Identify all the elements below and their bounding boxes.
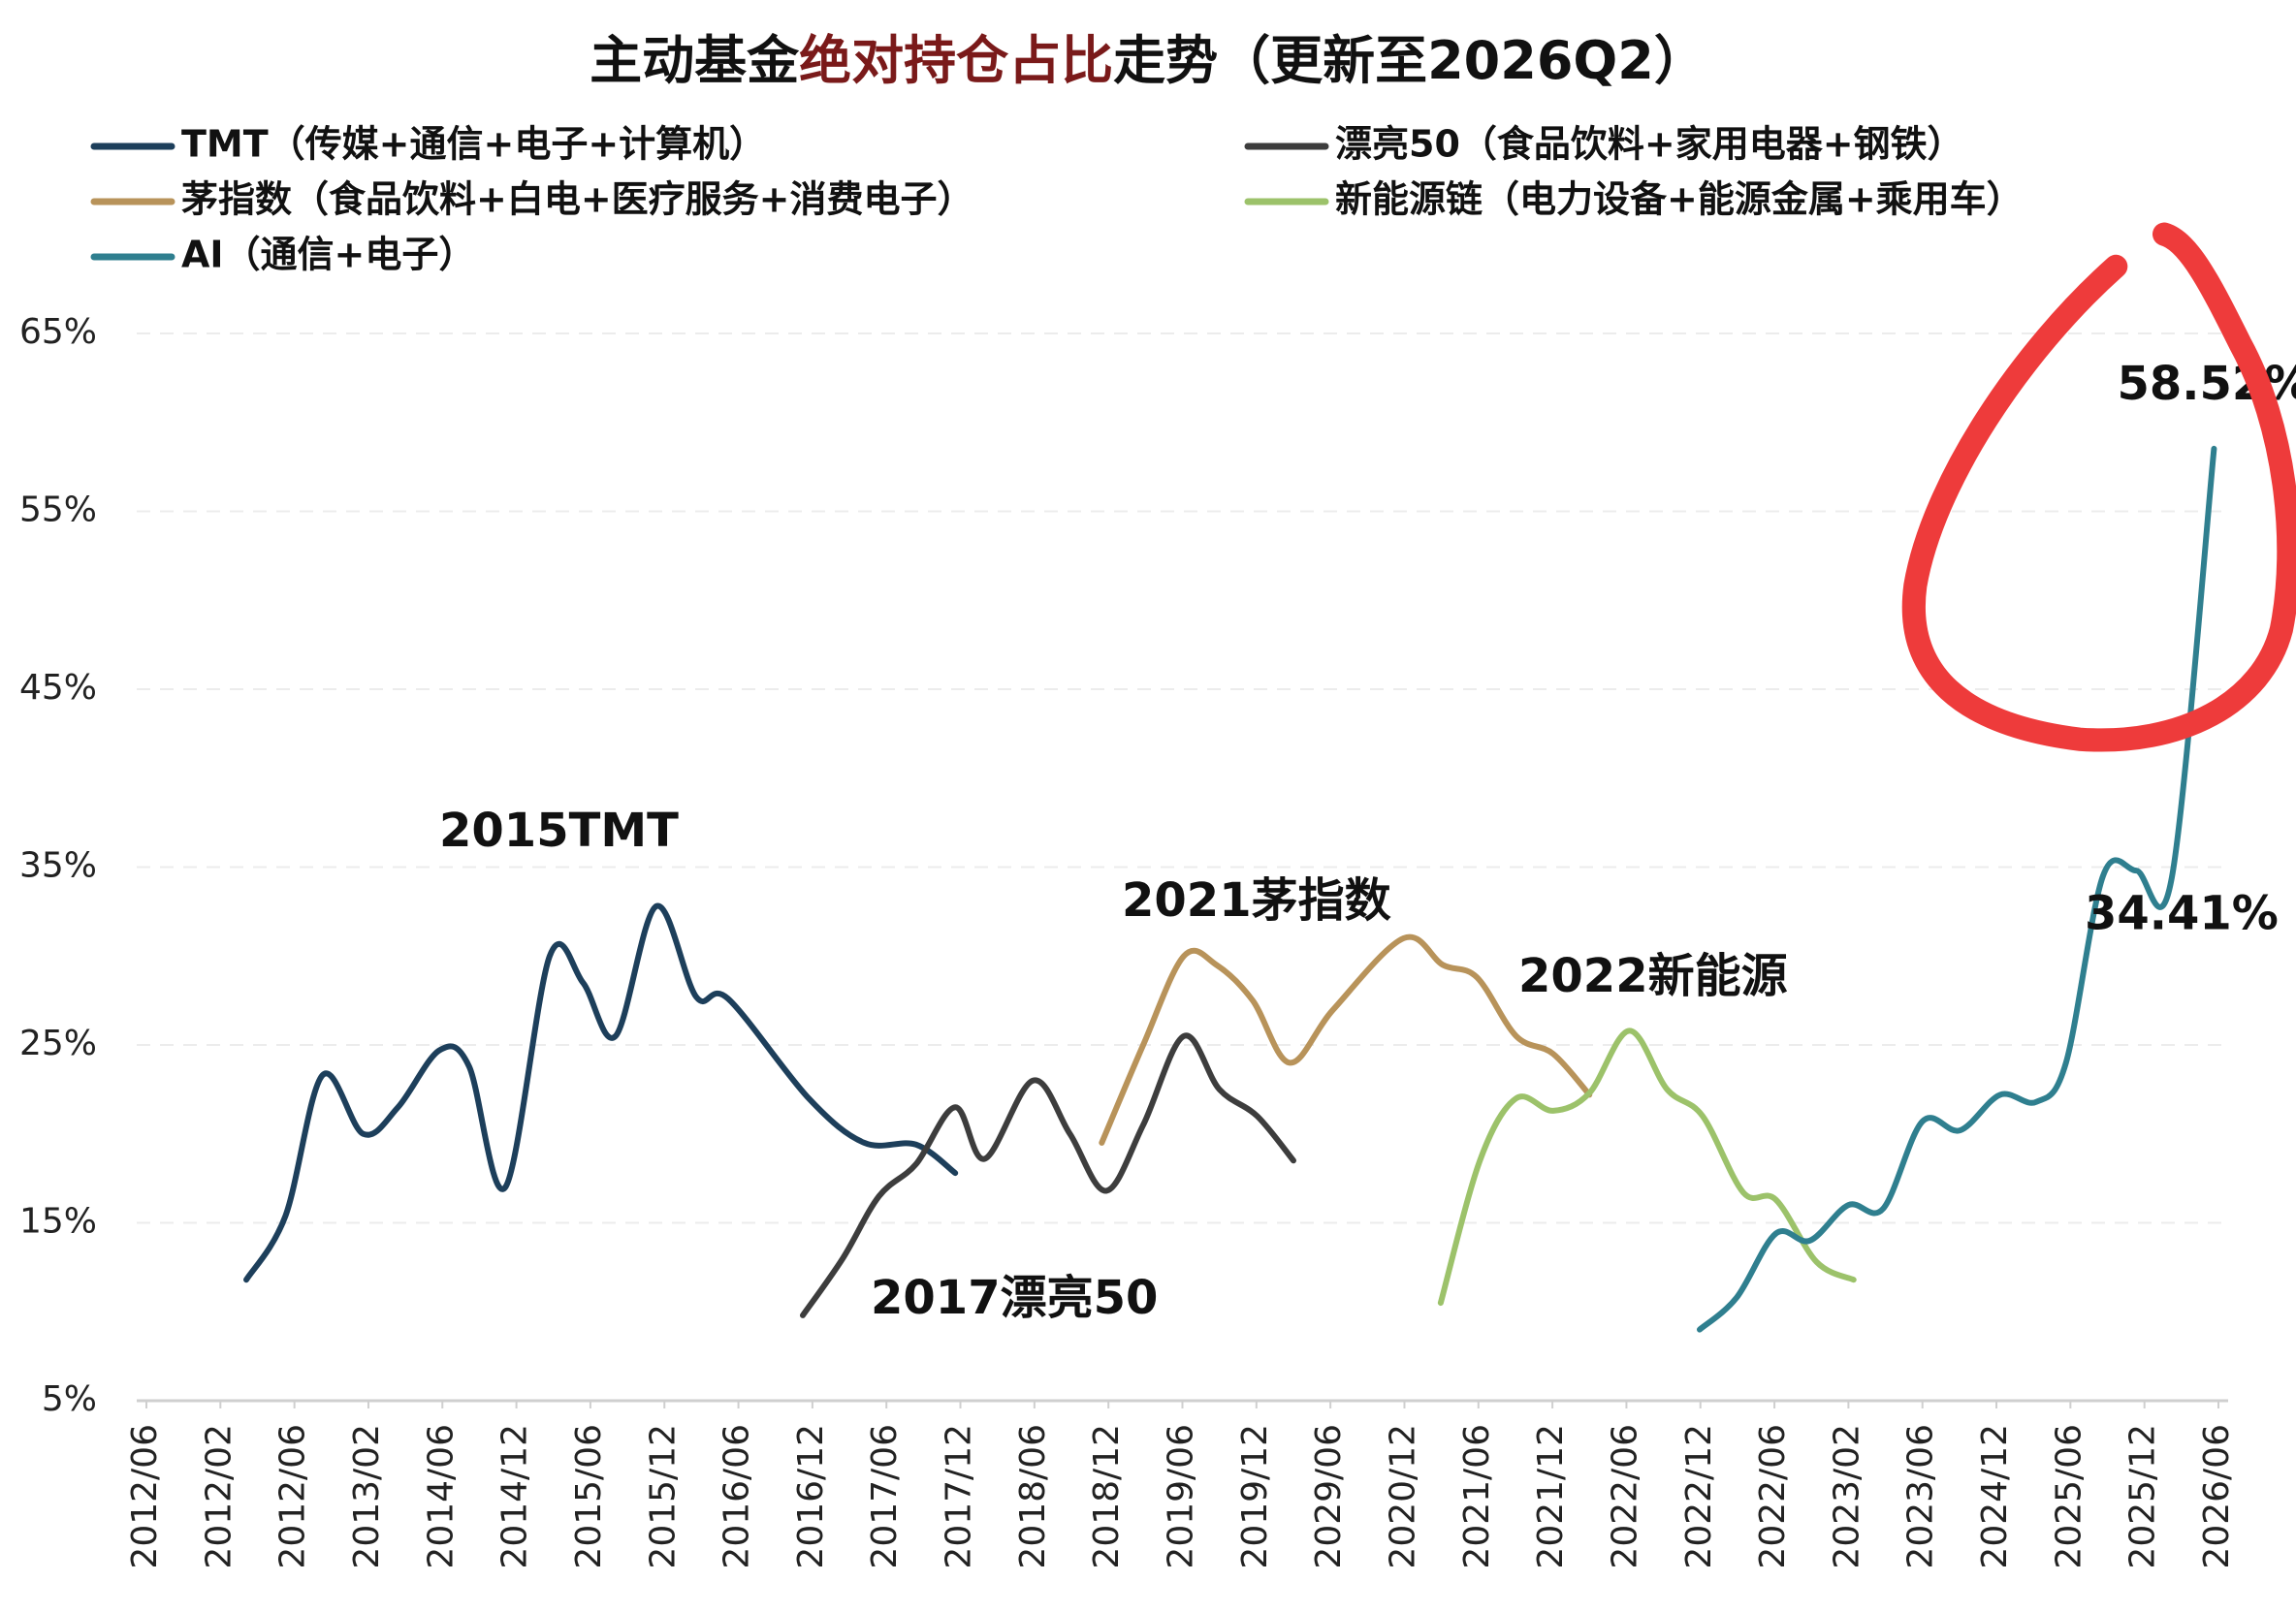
x-tick-label: 2023/06 bbox=[1901, 1424, 1941, 1569]
annotation: 2015TMT bbox=[439, 804, 679, 858]
x-tick-label: 2026/06 bbox=[2197, 1424, 2237, 1569]
y-tick-label: 25% bbox=[19, 1024, 97, 1063]
x-tick-label: 2015/06 bbox=[569, 1424, 609, 1569]
data-label: 34.41% bbox=[2085, 886, 2279, 940]
x-tick-label: 2029/06 bbox=[1309, 1424, 1349, 1569]
x-tick-label: 2025/06 bbox=[2049, 1424, 2089, 1569]
x-tick-label: 2017/12 bbox=[940, 1424, 979, 1569]
x-tick-label: 2020/12 bbox=[1383, 1424, 1422, 1569]
y-tick-label: 65% bbox=[19, 312, 97, 352]
x-tick-label: 2014/06 bbox=[421, 1424, 461, 1569]
annotation: 2022新能源 bbox=[1518, 949, 1788, 1003]
x-tick-label: 2024/12 bbox=[1975, 1424, 2015, 1569]
legend-label: 新能源链（电力设备+能源金属+乘用车） bbox=[1335, 178, 2024, 221]
series-line bbox=[799, 1032, 1296, 1318]
y-tick-label: 55% bbox=[19, 490, 97, 530]
series-line bbox=[1437, 1028, 1857, 1307]
x-tick-label: 2013/02 bbox=[347, 1424, 387, 1569]
x-tick-label: 2016/12 bbox=[791, 1424, 831, 1569]
x-tick-label: 2019/06 bbox=[1162, 1424, 1201, 1569]
x-tick-label: 2016/06 bbox=[718, 1424, 757, 1569]
x-tick-label: 2025/12 bbox=[2123, 1424, 2163, 1569]
x-tick-label: 2015/12 bbox=[643, 1424, 683, 1569]
highlight-circle bbox=[1901, 222, 2296, 752]
series-line bbox=[1696, 445, 2217, 1333]
x-tick-label: 2017/06 bbox=[865, 1424, 905, 1569]
chart-title: 主动基金绝对持仓占比走势（更新至2026Q2） bbox=[590, 30, 1706, 91]
legend-label: TMT（传媒+通信+电子+计算机） bbox=[181, 123, 766, 166]
y-tick-label: 45% bbox=[19, 668, 97, 708]
x-tick-label: 2014/12 bbox=[495, 1424, 535, 1569]
x-tick-label: 2022/06 bbox=[1753, 1424, 1793, 1569]
y-tick-label: 15% bbox=[19, 1202, 97, 1242]
legend-label: 茅指数（食品饮料+白电+医疗服务+消费电子） bbox=[181, 178, 974, 221]
red-circle bbox=[1901, 222, 2296, 752]
x-tick-label: 2023/02 bbox=[1827, 1424, 1866, 1569]
x-tick-label: 2022/12 bbox=[1679, 1424, 1719, 1569]
series-line bbox=[243, 902, 959, 1283]
x-tick-label: 2012/06 bbox=[125, 1424, 165, 1569]
x-tick-label: 2022/06 bbox=[1605, 1424, 1644, 1569]
y-tick-label: 5% bbox=[42, 1379, 97, 1419]
annotation: 2021茅指数 bbox=[1122, 873, 1391, 928]
x-tick-label: 2018/06 bbox=[1013, 1424, 1053, 1569]
legend-label: AI（通信+电子） bbox=[181, 234, 475, 276]
x-tick-label: 2021/06 bbox=[1457, 1424, 1497, 1569]
annotation: 2017漂亮50 bbox=[871, 1271, 1158, 1325]
x-tick-label: 2012/02 bbox=[199, 1424, 239, 1569]
title-highlight: 绝对持仓占比 bbox=[799, 30, 1113, 91]
series-line bbox=[1099, 933, 1593, 1146]
x-tick-label: 2018/12 bbox=[1087, 1424, 1127, 1569]
y-tick-label: 35% bbox=[19, 846, 97, 886]
x-tick-label: 2012/06 bbox=[273, 1424, 313, 1569]
title-part: 主动基金 bbox=[590, 30, 800, 91]
x-tick-label: 2021/12 bbox=[1531, 1424, 1571, 1569]
x-tick-label: 2019/12 bbox=[1235, 1424, 1275, 1569]
legend-label: 漂亮50（食品饮料+家用电器+钢铁） bbox=[1335, 123, 1964, 166]
title-part: 走势（更新至2026Q2） bbox=[1113, 30, 1706, 91]
